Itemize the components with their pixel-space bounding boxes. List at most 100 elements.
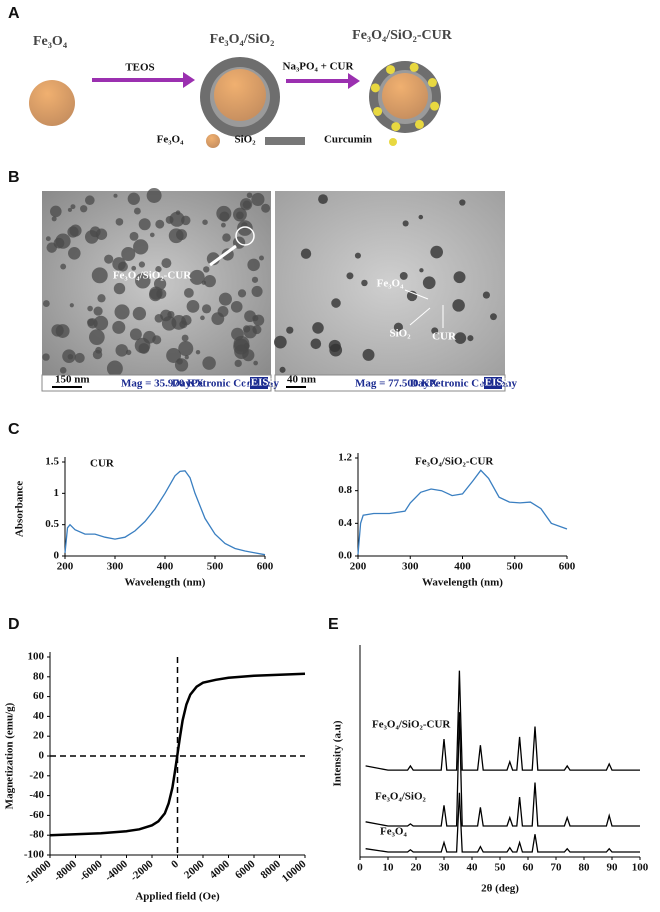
particle xyxy=(361,279,368,287)
y-tick-label: -100 xyxy=(24,849,45,861)
particle xyxy=(419,268,424,273)
particle xyxy=(202,219,208,225)
particle xyxy=(253,360,258,366)
particle xyxy=(59,367,67,374)
particle xyxy=(143,330,156,344)
series-label: Fe₃O₄/SiO₂ xyxy=(375,791,427,803)
particle xyxy=(138,343,150,354)
particle xyxy=(121,247,136,262)
particle xyxy=(60,263,67,270)
particle xyxy=(67,226,79,238)
x-tick-label: 4000 xyxy=(207,858,232,882)
curcumin-dot xyxy=(427,78,437,88)
legend-swatch xyxy=(389,138,397,146)
y-tick-label: 0.0 xyxy=(338,550,352,562)
legend-swatch xyxy=(265,137,305,145)
x-axis-label: Wavelength (nm) xyxy=(125,577,206,589)
particle xyxy=(93,306,103,316)
particle xyxy=(242,349,255,362)
x-tick-label: 80 xyxy=(579,862,591,874)
particle xyxy=(80,205,88,213)
x-tick-label: 2000 xyxy=(182,858,207,882)
particle xyxy=(246,192,253,199)
particle xyxy=(113,193,118,198)
particle xyxy=(222,233,231,242)
particle xyxy=(112,320,126,334)
x-tick-label: 200 xyxy=(57,561,74,573)
particle xyxy=(201,304,212,314)
particle xyxy=(454,332,467,344)
particle xyxy=(131,265,137,271)
x-tick-label: -10000 xyxy=(22,858,54,888)
data-line xyxy=(49,672,306,837)
curcumin-dot xyxy=(414,119,424,129)
particle xyxy=(174,358,189,372)
particle xyxy=(67,207,72,212)
particle xyxy=(354,252,361,259)
particle xyxy=(97,294,106,303)
info-bar xyxy=(274,374,506,392)
particle xyxy=(70,204,76,210)
particle xyxy=(155,219,165,229)
particle xyxy=(393,322,403,332)
particle xyxy=(329,343,343,357)
particle xyxy=(251,285,263,297)
x-axis-label: Wavelength (nm) xyxy=(422,577,503,589)
annotation: Fe₃O₄ xyxy=(377,278,404,290)
curcumin-dot xyxy=(386,65,396,75)
core-particle xyxy=(29,80,75,126)
panel-label: C xyxy=(8,421,20,438)
particle xyxy=(133,207,141,215)
x-tick-label: 600 xyxy=(257,561,274,573)
data-line xyxy=(365,792,640,853)
particle xyxy=(300,248,312,259)
data-line xyxy=(64,470,266,556)
chart-title: CUR xyxy=(90,458,115,470)
arrow xyxy=(409,307,431,326)
x-tick-label: 70 xyxy=(551,862,563,874)
particle xyxy=(195,349,201,355)
particle xyxy=(184,355,189,360)
particle xyxy=(274,335,287,349)
legend-label: Curcumin xyxy=(324,134,372,146)
magnification: Mag = 77.500 KX xyxy=(355,378,438,390)
particle xyxy=(237,289,247,298)
particle xyxy=(231,327,244,341)
particle xyxy=(452,299,465,312)
particle xyxy=(201,280,207,285)
legend-label: Fe₃O₄ xyxy=(157,134,184,146)
y-tick-label: 40 xyxy=(33,710,45,722)
y-tick-label: 20 xyxy=(33,730,45,742)
x-tick-label: 0 xyxy=(169,858,181,871)
particle xyxy=(259,255,264,261)
arrow-label: TEOS xyxy=(125,62,154,74)
annotation: CUR xyxy=(432,331,457,343)
particle xyxy=(74,352,85,363)
x-tick-label: -6000 xyxy=(77,858,105,884)
particle xyxy=(310,338,322,350)
panel-label: A xyxy=(8,5,20,22)
curcumin-dot xyxy=(409,62,419,72)
particle xyxy=(189,269,205,285)
tem-images: Fe₃O₄/SiO₂-CUR 150 nm Mag = 35.970 KX Da… xyxy=(41,188,518,392)
arrow xyxy=(209,244,237,267)
stage-title: Fe₃O₄/SiO₂ xyxy=(210,32,275,47)
x-tick-label: 50 xyxy=(495,862,507,874)
y-axis-label: Magnetization (emu/g) xyxy=(4,702,16,809)
particle xyxy=(129,328,142,341)
particle xyxy=(113,282,126,295)
x-tick-label: 400 xyxy=(157,561,174,573)
scale-label: 150 nm xyxy=(55,374,90,386)
particle xyxy=(467,335,474,342)
particle xyxy=(87,318,95,326)
particle xyxy=(430,245,443,259)
particle xyxy=(186,300,200,313)
data-line xyxy=(365,670,640,771)
x-tick-label: -2000 xyxy=(128,858,156,884)
arrow xyxy=(404,289,429,300)
particle xyxy=(87,305,93,312)
x-tick-label: -4000 xyxy=(103,858,131,884)
particle xyxy=(51,216,57,222)
y-tick-label: 0.4 xyxy=(338,517,352,529)
